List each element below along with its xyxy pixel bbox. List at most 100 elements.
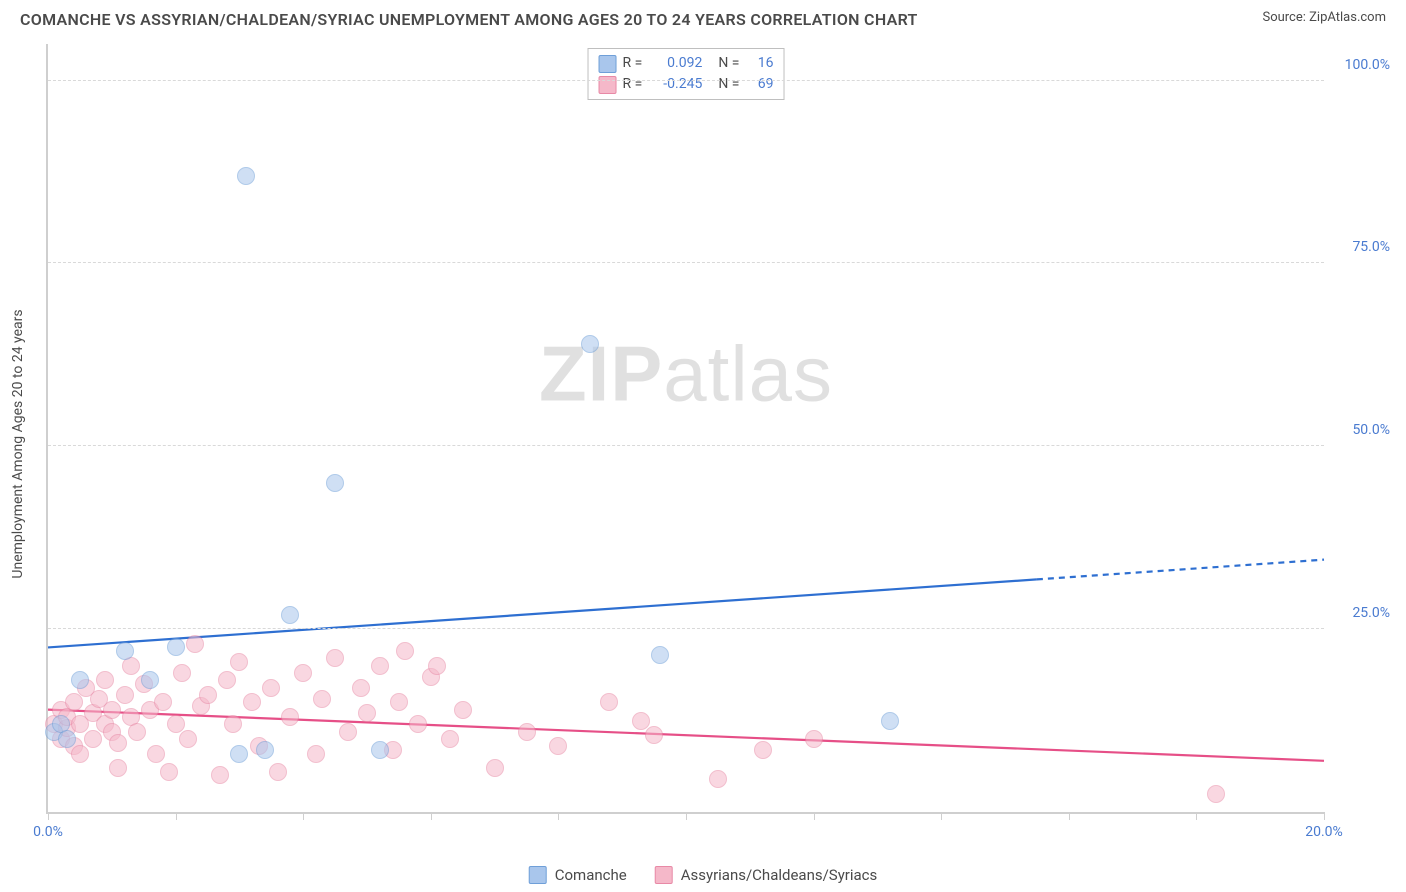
x-tick [686, 812, 687, 820]
data-point [262, 679, 280, 697]
legend-item-2: Assyrians/Chaldeans/Syriacs [655, 866, 878, 884]
data-point [230, 745, 248, 763]
chart-container: Unemployment Among Ages 20 to 24 years Z… [46, 44, 1394, 844]
data-point [281, 606, 299, 624]
data-point [651, 646, 669, 664]
y-tick-label: 100.0% [1330, 57, 1390, 73]
data-point [281, 708, 299, 726]
data-point [224, 715, 242, 733]
data-point [326, 474, 344, 492]
stat-n-value-1: 16 [745, 53, 773, 74]
legend-swatch-2 [655, 866, 673, 884]
data-point [199, 686, 217, 704]
swatch-series-2 [599, 76, 617, 94]
data-point [518, 723, 536, 741]
data-point [243, 693, 261, 711]
x-tick [814, 812, 815, 820]
legend-item-1: Comanche [529, 866, 627, 884]
data-point [256, 741, 274, 759]
data-point [167, 638, 185, 656]
y-tick-label: 25.0% [1330, 605, 1390, 621]
legend: Comanche Assyrians/Chaldeans/Syriacs [529, 866, 878, 884]
data-point [486, 759, 504, 777]
data-point [600, 693, 618, 711]
data-point [754, 741, 772, 759]
data-point [454, 701, 472, 719]
stat-r-value-1: 0.092 [648, 53, 702, 74]
stat-n-label-2: N = [718, 74, 739, 95]
data-point [371, 657, 389, 675]
data-point [154, 693, 172, 711]
x-tick [48, 812, 49, 820]
x-tick [1069, 812, 1070, 820]
data-point [109, 734, 127, 752]
data-point [71, 745, 89, 763]
data-point [645, 726, 663, 744]
data-point [581, 335, 599, 353]
x-tick [558, 812, 559, 820]
data-point [396, 642, 414, 660]
x-tick-label: 20.0% [1305, 824, 1343, 840]
data-point [441, 730, 459, 748]
data-point [549, 737, 567, 755]
data-point [428, 657, 446, 675]
x-tick [1196, 812, 1197, 820]
stats-row-2: R = -0.245 N = 69 [599, 74, 774, 95]
data-point [269, 763, 287, 781]
data-point [339, 723, 357, 741]
gridline [48, 445, 1324, 446]
data-point [58, 730, 76, 748]
stat-r-label-1: R = [623, 53, 643, 74]
data-point [307, 745, 325, 763]
data-point [65, 693, 83, 711]
plot-area: ZIPatlas R = 0.092 N = 16 R = -0.245 N =… [46, 44, 1324, 814]
chart-title: COMANCHE VS ASSYRIAN/CHALDEAN/SYRIAC UNE… [20, 10, 918, 29]
gridline [48, 80, 1324, 81]
data-point [160, 763, 178, 781]
data-point [84, 730, 102, 748]
stat-r-value-2: -0.245 [648, 74, 702, 95]
header: COMANCHE VS ASSYRIAN/CHALDEAN/SYRIAC UNE… [0, 0, 1406, 33]
y-tick-label: 50.0% [1330, 422, 1390, 438]
data-point [237, 167, 255, 185]
data-point [352, 679, 370, 697]
stat-n-value-2: 69 [745, 74, 773, 95]
data-point [805, 730, 823, 748]
x-tick [303, 812, 304, 820]
gridline [48, 262, 1324, 263]
legend-swatch-1 [529, 866, 547, 884]
data-point [186, 635, 204, 653]
swatch-series-1 [599, 55, 617, 73]
stat-r-label-2: R = [623, 74, 643, 95]
x-tick [1324, 812, 1325, 820]
data-point [390, 693, 408, 711]
data-point [632, 712, 650, 730]
data-point [96, 671, 114, 689]
data-point [313, 690, 331, 708]
stats-row-1: R = 0.092 N = 16 [599, 53, 774, 74]
data-point [881, 712, 899, 730]
data-point [116, 642, 134, 660]
x-tick-label: 0.0% [33, 824, 63, 840]
data-point [371, 741, 389, 759]
data-point [230, 653, 248, 671]
data-point [709, 770, 727, 788]
data-point [409, 715, 427, 733]
data-point [109, 759, 127, 777]
data-point [116, 686, 134, 704]
x-tick [941, 812, 942, 820]
gridline [48, 628, 1324, 629]
stat-n-label-1: N = [718, 53, 739, 74]
source-label: Source: ZipAtlas.com [1262, 10, 1386, 25]
data-point [1207, 785, 1225, 803]
data-point [141, 671, 159, 689]
x-tick [176, 812, 177, 820]
legend-label-1: Comanche [555, 866, 627, 884]
data-point [103, 701, 121, 719]
data-point [358, 704, 376, 722]
data-point [218, 671, 236, 689]
y-axis-label: Unemployment Among Ages 20 to 24 years [10, 309, 26, 578]
data-point [211, 766, 229, 784]
data-point [294, 664, 312, 682]
x-tick [431, 812, 432, 820]
